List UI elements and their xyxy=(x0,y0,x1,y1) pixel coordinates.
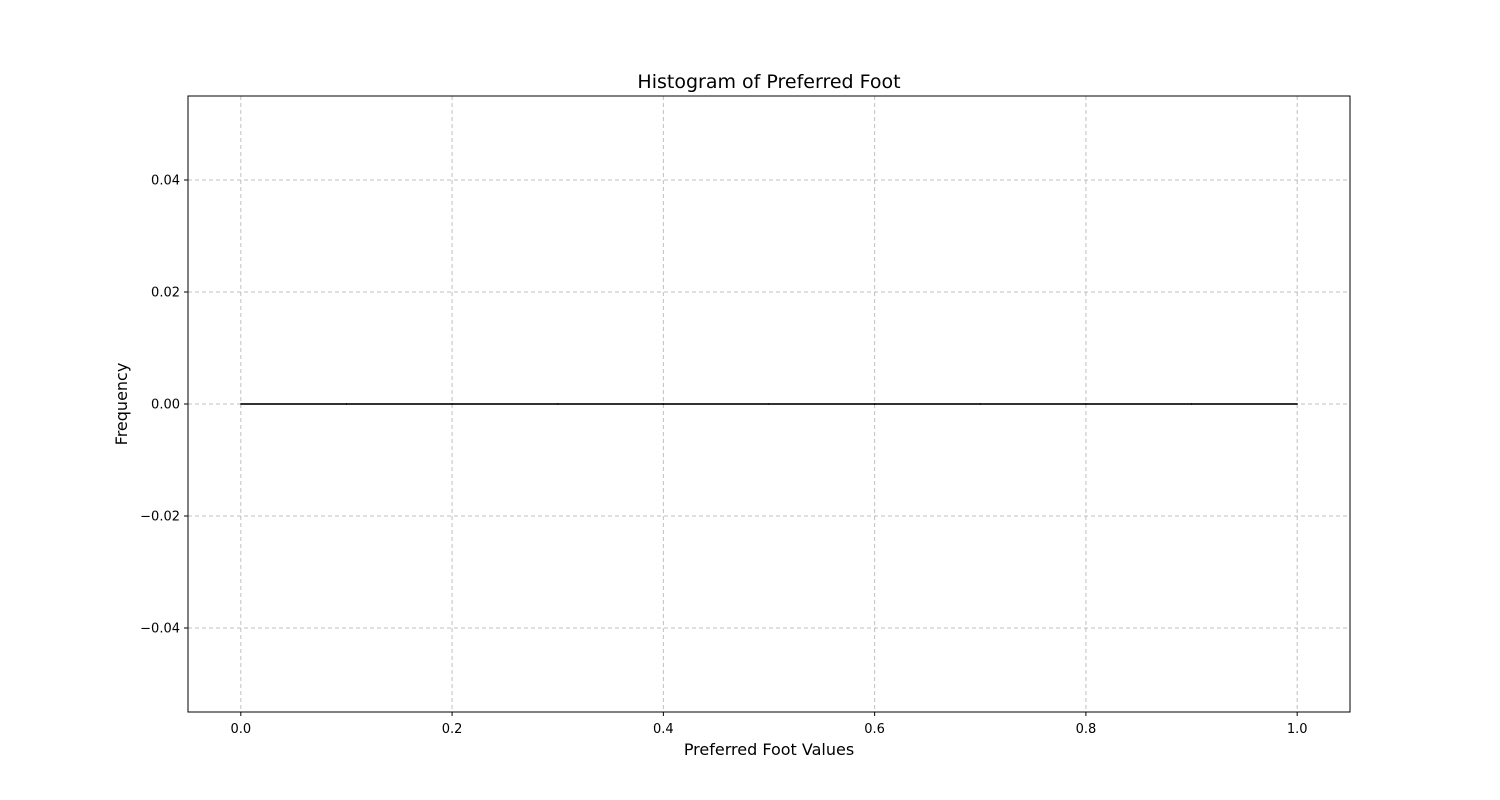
y-axis-label: Frequency xyxy=(112,363,131,446)
x-tick-label: 0.0 xyxy=(230,722,251,737)
histogram-bar xyxy=(979,403,1087,405)
x-tick-label: 0.2 xyxy=(442,722,463,737)
histogram-bar xyxy=(768,403,876,405)
histogram-bar xyxy=(874,403,981,405)
histogram-bar xyxy=(240,403,347,405)
x-tick-label: 0.4 xyxy=(653,722,674,737)
histogram-bar xyxy=(557,403,664,405)
x-axis-label: Preferred Foot Values xyxy=(684,740,854,759)
y-tick-label: 0.02 xyxy=(151,286,180,301)
y-tick-label: 0.00 xyxy=(151,398,180,413)
histogram-bar xyxy=(662,403,770,405)
y-tick-label: 0.04 xyxy=(151,174,180,189)
histogram-bar xyxy=(451,403,559,405)
histogram-bar xyxy=(1085,403,1193,405)
x-tick-label: 0.8 xyxy=(1076,722,1097,737)
x-tick-label: 1.0 xyxy=(1287,722,1308,737)
y-tick-label: −0.04 xyxy=(140,622,180,637)
histogram-bar xyxy=(1191,403,1298,405)
bars-layer xyxy=(240,403,1298,405)
x-tick-label: 0.6 xyxy=(864,722,885,737)
chart-title: Histogram of Preferred Foot xyxy=(637,71,900,93)
ticks-layer: 0.0 0.2 0.4 0.6 0.8 1.0 0.04 0.02 0.00 −0.02 −0.04 xyxy=(140,174,1307,738)
histogram-bar xyxy=(345,403,453,405)
y-tick-label: −0.02 xyxy=(140,510,180,525)
